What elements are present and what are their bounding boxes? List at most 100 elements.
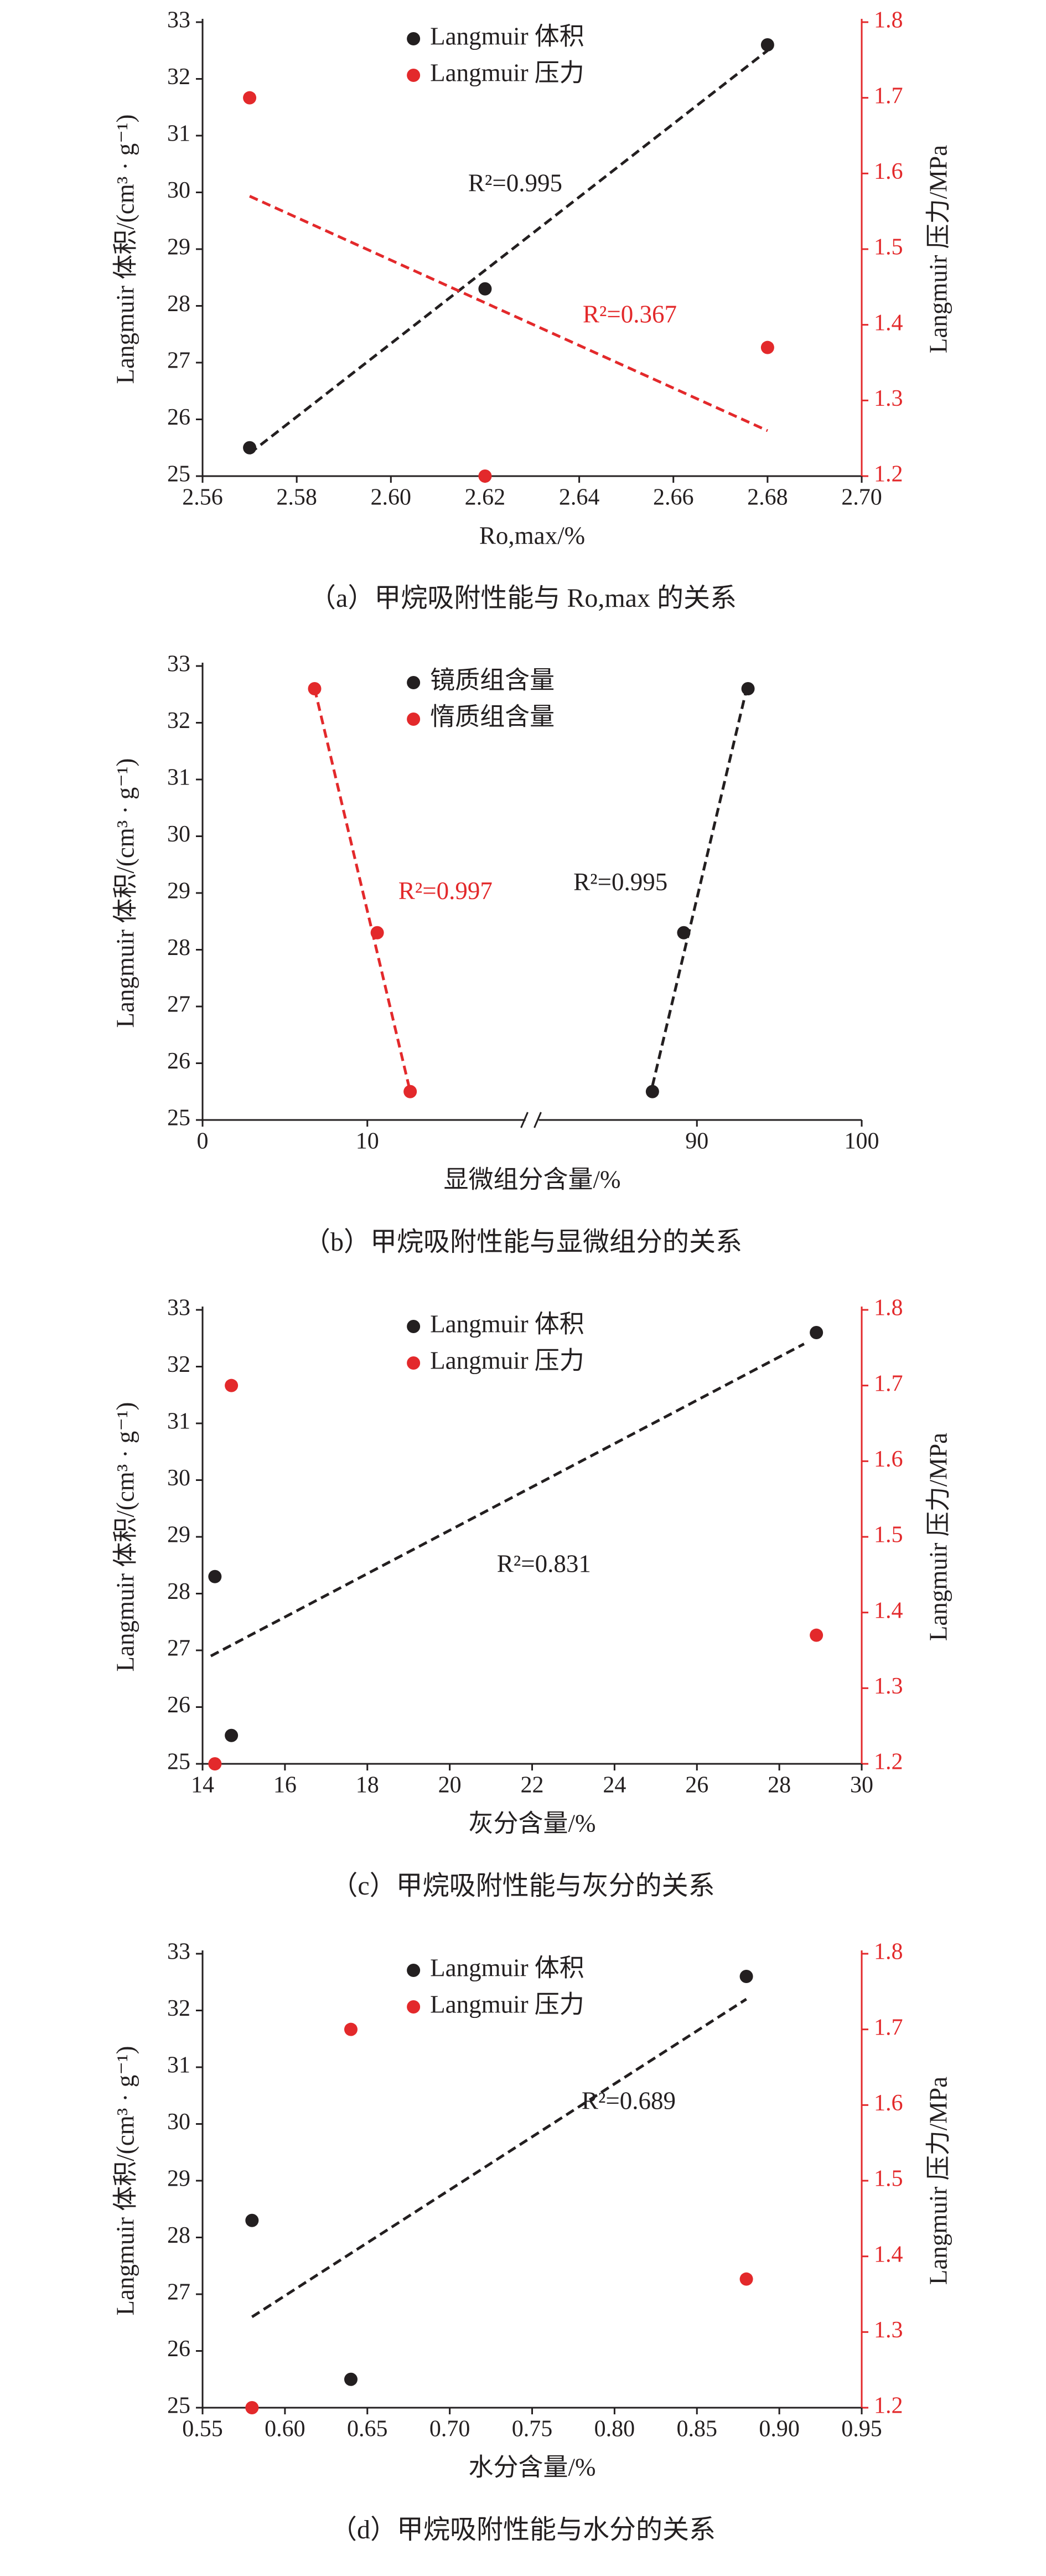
data-point — [243, 441, 257, 455]
trendline — [251, 1997, 747, 2319]
y2-tick-label: 1.8 — [874, 8, 903, 33]
y-tick-label: 33 — [167, 1295, 190, 1321]
y-tick-label: 25 — [167, 1749, 190, 1775]
x-tick-label: 2.68 — [747, 485, 788, 510]
y-tick-label: 28 — [167, 291, 190, 317]
caption: （c）甲烷吸附性能与灰分的关系 — [331, 1871, 714, 1901]
caption: （b）甲烷吸附性能与显微组分的关系 — [304, 1227, 742, 1257]
y2-tick-label: 1.8 — [874, 1939, 903, 1965]
y-tick-label: 29 — [167, 235, 190, 260]
data-point — [245, 2213, 259, 2227]
trendline — [210, 1343, 805, 1658]
y-tick-label: 29 — [167, 1522, 190, 1548]
legend-marker — [407, 713, 421, 726]
y-tick-label: 30 — [167, 1465, 190, 1491]
legend-marker — [407, 676, 421, 689]
data-point — [245, 2401, 259, 2414]
data-point — [677, 926, 691, 939]
y-tick-label: 32 — [167, 64, 190, 90]
y2-tick-label: 1.2 — [874, 462, 903, 487]
y-axis-label: Langmuir 体积/(cm³ · g⁻¹) — [111, 1402, 139, 1672]
x-tick-label: 0.85 — [677, 2417, 718, 2442]
data-point — [741, 682, 755, 695]
y-tick-label: 26 — [167, 1049, 190, 1074]
y2-tick-label: 1.4 — [874, 2242, 903, 2267]
y-tick-label: 32 — [167, 1996, 190, 2021]
y2-tick-label: 1.3 — [874, 1674, 903, 1699]
y2-tick-label: 1.7 — [874, 1371, 903, 1396]
legend-marker — [407, 1356, 421, 1370]
y-tick-label: 31 — [167, 1409, 190, 1434]
data-point — [344, 2372, 358, 2386]
y2-axis-label: Langmuir 压力/MPa — [924, 1433, 952, 1641]
data-point — [208, 1757, 222, 1770]
legend-marker — [407, 1964, 421, 1977]
chart-panel: 25 26 27 28 29 30 31 32 33 1.2 1.3 1.4 1.5 1.6 1.7 1.8 2… — [111, 8, 952, 613]
x-tick-label: 20 — [438, 1773, 462, 1798]
legend-label: Langmuir 压力 — [430, 59, 584, 86]
data-point — [760, 340, 774, 354]
y2-tick-label: 1.5 — [874, 1522, 903, 1548]
y2-tick-label: 1.8 — [874, 1295, 903, 1321]
y2-tick-label: 1.3 — [874, 2317, 903, 2343]
y-tick-label: 26 — [167, 405, 190, 430]
y-tick-label: 31 — [167, 765, 190, 791]
legend-marker — [407, 2000, 421, 2014]
r-squared-label: R²=0.995 — [468, 169, 562, 197]
legend-marker — [407, 69, 421, 82]
data-point — [760, 38, 774, 51]
legend-label: Langmuir 体积 — [430, 1954, 584, 1981]
x-tick-label: 14 — [191, 1773, 214, 1798]
x-tick-label: 2.58 — [276, 485, 317, 510]
y-tick-label: 28 — [167, 935, 190, 961]
chart-panel: 25 26 27 28 29 30 31 32 33 1.2 1.3 1.4 1.5 1.6 1.7 1.8 1… — [111, 1295, 952, 1901]
y-tick-label: 33 — [167, 652, 190, 677]
legend-label: Langmuir 体积 — [430, 22, 584, 50]
y-tick-label: 33 — [167, 8, 190, 33]
caption: （a）甲烷吸附性能与 Ro,max 的关系 — [309, 584, 737, 613]
x-tick-label: 10 — [356, 1129, 379, 1154]
x-axis-label: 水分含量/% — [469, 2453, 596, 2481]
x-axis-label: 灰分含量/% — [469, 1809, 596, 1837]
x-tick-label: 28 — [768, 1773, 791, 1798]
x-tick-label: 0.70 — [429, 2417, 470, 2442]
y-tick-label: 26 — [167, 1692, 190, 1718]
x-tick-label: 0.60 — [265, 2417, 305, 2442]
data-point — [739, 1970, 753, 1983]
y-tick-label: 27 — [167, 2280, 190, 2305]
y-tick-label: 27 — [167, 348, 190, 374]
data-point — [478, 282, 492, 296]
y-tick-label: 28 — [167, 1579, 190, 1604]
x-tick-label: 0.65 — [347, 2417, 388, 2442]
x-tick-label: 2.66 — [653, 485, 694, 510]
chart-panel: 25 26 27 28 29 30 31 32 33 1.2 1.3 1.4 1.5 1.6 1.7 1.8 0… — [111, 1939, 952, 2544]
x-tick-label: 100 — [845, 1129, 879, 1154]
y-tick-label: 26 — [167, 2336, 190, 2362]
y2-tick-label: 1.3 — [874, 386, 903, 411]
y-tick-label: 30 — [167, 2109, 190, 2135]
x-tick-label: 26 — [685, 1773, 708, 1798]
y-tick-label: 27 — [167, 992, 190, 1018]
y2-tick-label: 1.5 — [874, 2166, 903, 2192]
x-axis-label: Ro,max/% — [479, 522, 585, 549]
x-tick-label: 2.70 — [841, 485, 882, 510]
x-tick-label: 18 — [356, 1773, 379, 1798]
data-point — [225, 1728, 239, 1742]
chart-panel: 25 26 27 28 29 30 31 32 33 0 10 90 100 显微组分含量/% Langmu… — [111, 652, 879, 1257]
data-point — [344, 2022, 358, 2036]
x-tick-label: 16 — [273, 1773, 297, 1798]
y-axis-label: Langmuir 体积/(cm³ · g⁻¹) — [111, 758, 139, 1028]
y-tick-label: 27 — [167, 1636, 190, 1661]
y-tick-label: 29 — [167, 2166, 190, 2192]
trendline — [248, 49, 769, 455]
y-tick-label: 29 — [167, 879, 190, 904]
x-tick-label: 2.64 — [559, 485, 600, 510]
y-tick-label: 30 — [167, 178, 190, 203]
data-point — [478, 469, 492, 483]
caption: （d）甲烷吸附性能与水分的关系 — [330, 2515, 716, 2544]
axis-break — [520, 1112, 529, 1128]
y2-tick-label: 1.2 — [874, 1749, 903, 1775]
data-point — [225, 1379, 239, 1392]
trendline — [313, 688, 412, 1092]
